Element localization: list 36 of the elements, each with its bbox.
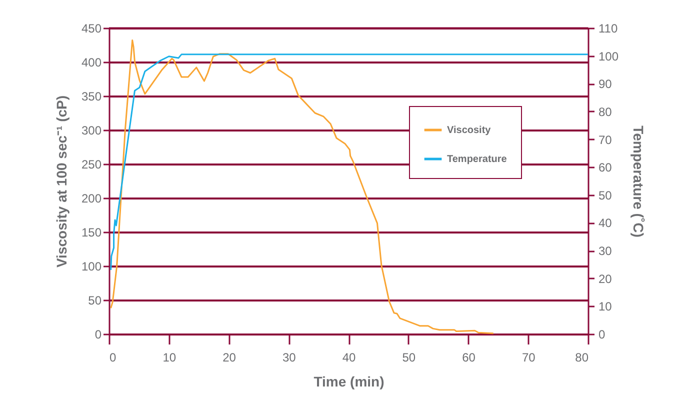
y-tick-label: 350	[81, 90, 102, 104]
y-tick-label: 300	[81, 124, 102, 138]
y2-tick-label: 40	[598, 216, 612, 230]
legend-label: Viscosity	[447, 125, 492, 136]
y2-tick-label: 50	[598, 188, 612, 202]
y-tick-label: 400	[81, 56, 102, 70]
y2-tick-label: 10	[598, 300, 612, 314]
y-axis-title: Viscosity at 100 sec⁻¹ (cP)	[53, 95, 70, 268]
x-tick-label: 40	[342, 350, 356, 364]
y2-tick-label: 70	[598, 132, 612, 147]
y-tick-label: 200	[81, 192, 102, 206]
x-tick-label: 60	[462, 350, 476, 364]
y2-axis-title: Temperature (˚C)	[630, 126, 647, 238]
x-tick-label: 30	[282, 350, 296, 364]
y2-tick-label: 80	[598, 104, 612, 119]
y-tick-label: 450	[81, 22, 102, 36]
x-tick-label: 70	[522, 350, 536, 364]
y-tick-label: 250	[81, 158, 102, 172]
x-tick-label: 10	[162, 350, 176, 364]
y-tick-label: 100	[81, 260, 102, 274]
legend-label: Temperature	[447, 154, 508, 165]
y-tick-label: 150	[81, 226, 102, 240]
y2-tick-label: 110	[598, 22, 618, 36]
y-tick-label: 0	[94, 328, 102, 342]
y2-tick-label: 30	[598, 244, 612, 258]
x-axis-title: Time (min)	[314, 374, 384, 390]
x-tick-label: 0	[110, 350, 116, 364]
x-tick-label: 20	[222, 350, 236, 364]
x-tick-label: 50	[402, 350, 416, 364]
y2-tick-label: 100	[598, 49, 619, 64]
y2-tick-label: 90	[598, 77, 612, 92]
y2-tick-label: 0	[598, 328, 606, 342]
x-tick-label: 80	[575, 350, 589, 364]
y2-tick-label: 20	[598, 272, 612, 286]
y2-tick-label: 60	[598, 160, 612, 175]
y-tick-label: 50	[88, 294, 102, 308]
